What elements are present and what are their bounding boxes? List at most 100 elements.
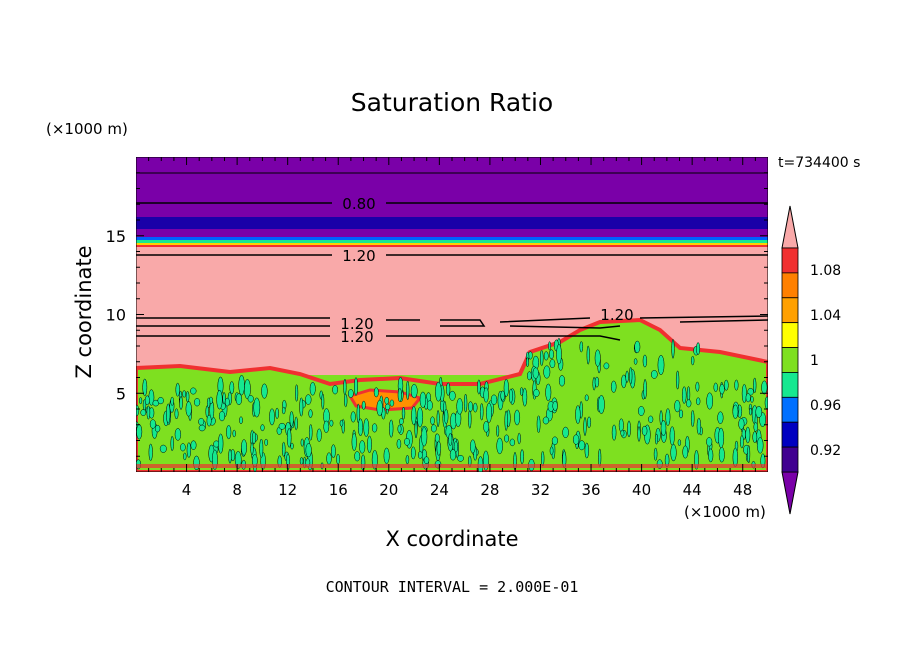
cloud-speckle bbox=[747, 445, 751, 464]
cloud-speckle bbox=[490, 394, 498, 406]
cloud-speckle bbox=[239, 416, 243, 424]
cloud-speckle bbox=[745, 393, 751, 403]
surface-strip bbox=[136, 464, 768, 468]
y-tick-label: 5 bbox=[116, 384, 126, 403]
colorbar-segment bbox=[781, 396, 799, 423]
cloud-speckle bbox=[641, 425, 648, 436]
cloud-speckle bbox=[594, 376, 600, 388]
cloud-speckle bbox=[228, 448, 232, 464]
cloud-speckle bbox=[638, 406, 645, 416]
cloud-speckle bbox=[578, 440, 586, 451]
cloud-speckle bbox=[444, 408, 449, 425]
cloud-speckle bbox=[611, 424, 617, 441]
cloud-speckle bbox=[431, 424, 437, 433]
cloud-speckle bbox=[587, 416, 592, 429]
cloud-speckle bbox=[343, 378, 347, 396]
cloud-speckle bbox=[669, 426, 675, 446]
cloud-speckle bbox=[468, 409, 472, 429]
cloud-speckles bbox=[136, 337, 768, 472]
x-tick-label: 48 bbox=[733, 481, 752, 499]
cloud-speckle bbox=[713, 382, 718, 392]
cloud-speckle bbox=[686, 399, 692, 408]
cloud-speckle bbox=[401, 406, 406, 420]
cloud-speckle bbox=[326, 452, 332, 465]
cloud-speckle bbox=[446, 382, 451, 396]
cloud-speckle bbox=[470, 439, 476, 454]
cloud-speckle bbox=[376, 399, 383, 417]
cloud-speckle bbox=[750, 396, 754, 403]
cloud-speckle bbox=[583, 417, 587, 436]
cloud-speckle bbox=[539, 349, 544, 367]
x-axis-ticks: 4 8 12 16 20 24 28 32 36 40 44 48 bbox=[148, 157, 756, 499]
cloud-speckle bbox=[218, 410, 226, 422]
cloud-speckle bbox=[206, 397, 211, 408]
cloud-speckle bbox=[575, 405, 581, 424]
cloud-speckle bbox=[514, 409, 521, 426]
x-tick-label: 28 bbox=[480, 481, 499, 499]
cloud-speckle bbox=[216, 389, 223, 410]
cloud-speckle bbox=[300, 438, 304, 447]
cloud-speckle bbox=[671, 338, 675, 359]
cloud-speckle bbox=[527, 371, 532, 381]
cloud-speckle bbox=[486, 402, 492, 423]
cloud-speckle bbox=[500, 390, 505, 401]
cloud-speckle bbox=[146, 405, 151, 420]
cloud-speckle bbox=[404, 437, 410, 446]
cloud-speckle bbox=[421, 427, 428, 447]
cloud-speckle bbox=[558, 375, 566, 387]
cloud-speckle bbox=[756, 437, 764, 454]
cloud-speckle bbox=[549, 359, 556, 369]
cloud-speckle bbox=[732, 404, 739, 419]
cloud-speckle bbox=[305, 394, 312, 405]
cloud-speckle bbox=[556, 344, 562, 365]
cloud-speckle bbox=[579, 341, 584, 353]
cloud-speckle bbox=[329, 419, 334, 427]
x-axis-label-text: X coordinate bbox=[385, 527, 519, 551]
cloud-speckle bbox=[543, 365, 551, 379]
cloud-speckle bbox=[344, 393, 348, 408]
cloud-speckle bbox=[696, 342, 701, 355]
cloud-speckle bbox=[281, 441, 286, 457]
cloud-speckle bbox=[594, 349, 601, 367]
cloud-speckle bbox=[598, 395, 605, 414]
cloud-speckle bbox=[371, 423, 378, 433]
cloud-speckle bbox=[449, 449, 457, 461]
colorbar-labels: 1.08 1.04 1 0.96 0.92 bbox=[810, 263, 841, 459]
cloud-speckle bbox=[373, 387, 379, 398]
cloud-speckle bbox=[238, 374, 245, 396]
cloud-speckle bbox=[316, 428, 322, 442]
cloud-speckle bbox=[508, 388, 513, 404]
cloud-speckle bbox=[399, 418, 404, 425]
cloud-speckle bbox=[477, 379, 481, 395]
cloud-speckle bbox=[332, 385, 338, 395]
cloud-speckle bbox=[634, 340, 641, 354]
cloud-speckle bbox=[347, 389, 354, 398]
cloud-speckle bbox=[552, 400, 558, 411]
cloud-speckle bbox=[706, 437, 713, 447]
cloud-speckle bbox=[724, 379, 729, 391]
cloud-speckle bbox=[250, 442, 254, 456]
plot-field bbox=[136, 157, 768, 472]
cloud-speckle bbox=[323, 420, 330, 433]
cloud-speckle bbox=[281, 406, 286, 415]
time-label: t=734400 s bbox=[778, 155, 861, 171]
cloud-speckle bbox=[157, 397, 164, 405]
cloud-speckle bbox=[643, 378, 647, 400]
cloud-speckle bbox=[384, 396, 389, 405]
teal-stripe bbox=[136, 240, 768, 243]
cloud-speckle bbox=[241, 439, 247, 456]
cloud-speckle bbox=[625, 370, 629, 383]
cloud-speckle bbox=[149, 419, 156, 429]
colorbar bbox=[781, 205, 799, 515]
colorbar-segment bbox=[781, 347, 799, 373]
cloud-speckle bbox=[294, 416, 298, 431]
cloud-speckle bbox=[653, 447, 658, 461]
cloud-speckle bbox=[748, 407, 753, 416]
cloud-speckle bbox=[718, 427, 725, 449]
cloud-speckle bbox=[275, 407, 279, 419]
cloud-speckle bbox=[436, 440, 441, 456]
red-stripe bbox=[136, 245, 768, 247]
cloud-speckle bbox=[543, 351, 549, 361]
cloud-speckle bbox=[718, 446, 725, 463]
cloud-speckle bbox=[174, 428, 182, 441]
